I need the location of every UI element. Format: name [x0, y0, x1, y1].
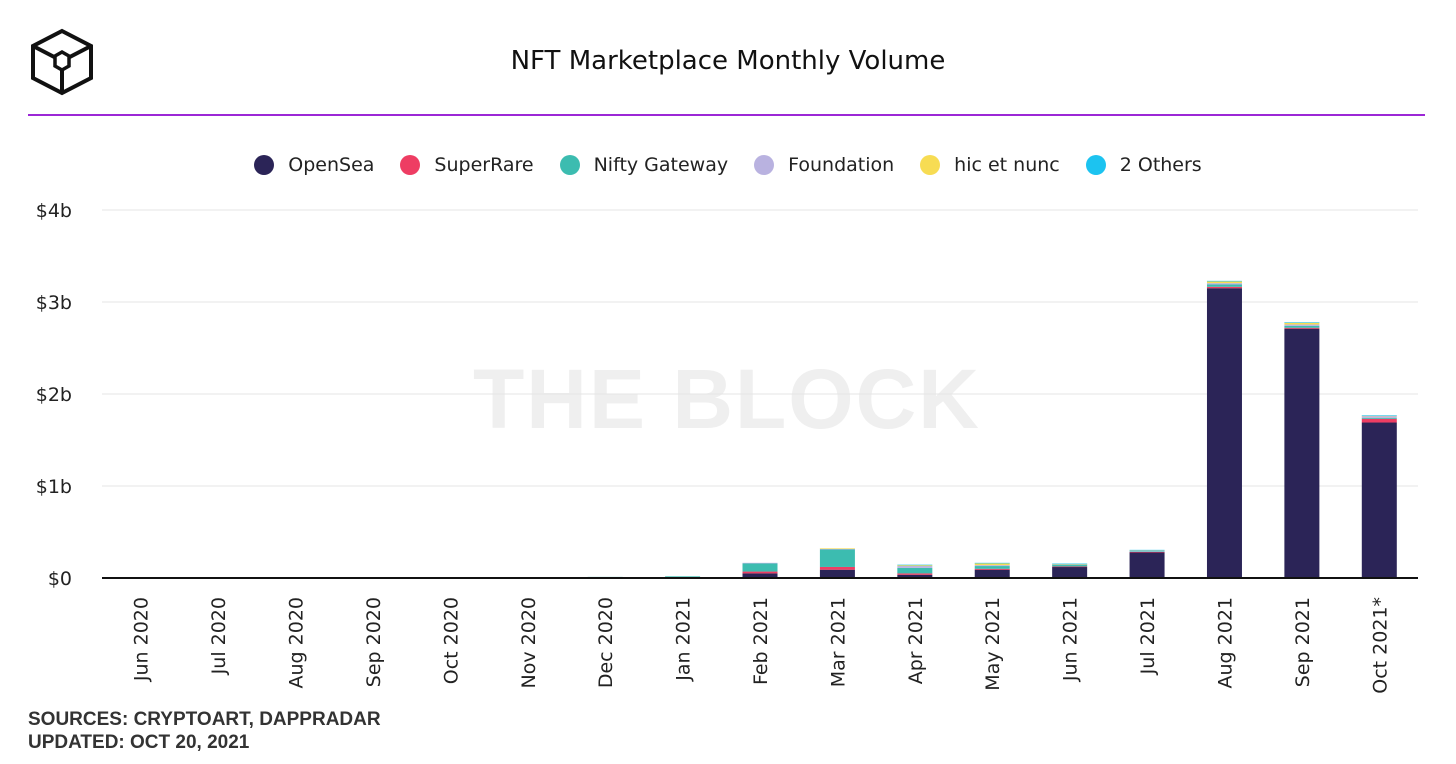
legend-item-nifty-gateway[interactable]: Nifty Gateway: [559, 154, 729, 176]
bar-segment-nifty-gateway[interactable]: [1129, 551, 1165, 552]
bar-segment-foundation[interactable]: [819, 548, 855, 550]
bar-segment-2-others[interactable]: [1206, 280, 1242, 282]
legend-item-hic-et-nunc[interactable]: hic et nunc: [920, 154, 1060, 176]
bar-segment-nifty-gateway[interactable]: [742, 563, 778, 572]
bar-segment-superrare[interactable]: [1361, 418, 1397, 423]
bar-segment-foundation[interactable]: [1284, 324, 1320, 326]
bar-segment-2-others[interactable]: [1129, 549, 1165, 551]
legend-label: SuperRare: [434, 154, 534, 176]
bar-segment-nifty-gateway[interactable]: [974, 566, 1010, 569]
x-tick-label: Apr 2021: [905, 597, 927, 684]
x-tick-label: Jun 2020: [131, 597, 153, 682]
bar-segment-foundation[interactable]: [1361, 416, 1397, 418]
bar-segment-hic-et-nunc[interactable]: [1284, 322, 1320, 325]
bar-segment-superrare[interactable]: [1206, 286, 1242, 289]
watermark: THE BLOCK: [473, 352, 981, 446]
legend-label: hic et nunc: [954, 154, 1060, 176]
legend-label: Foundation: [788, 154, 895, 176]
bar-segment-opensea[interactable]: [974, 569, 1010, 578]
bar-segment-superrare[interactable]: [1284, 327, 1320, 329]
y-tick-label: $2b: [36, 384, 72, 406]
x-tick-label: Jun 2021: [1060, 597, 1082, 682]
bar-segment-opensea[interactable]: [1206, 288, 1242, 578]
bar-segment-nifty-gateway[interactable]: [665, 576, 701, 578]
bar-segment-superrare[interactable]: [1129, 551, 1165, 553]
bar-segment-foundation[interactable]: [742, 562, 778, 564]
bar-segment-superrare[interactable]: [974, 568, 1010, 570]
bar-segment-hic-et-nunc[interactable]: [1052, 563, 1088, 565]
legend-label: 2 Others: [1119, 154, 1202, 176]
legend-item-2-others[interactable]: 2 Others: [1085, 154, 1202, 176]
bar-segment-hic-et-nunc[interactable]: [819, 548, 855, 549]
legend-swatch: [254, 155, 275, 175]
bar-segment-opensea[interactable]: [1129, 552, 1165, 578]
legend-swatch: [1085, 155, 1106, 175]
legend-swatch: [400, 155, 421, 175]
bar-segment-2-others[interactable]: [1052, 563, 1088, 565]
x-tick-label: Oct 2021*: [1369, 597, 1391, 694]
x-tick-label: Oct 2020: [440, 597, 462, 684]
bar-segment-opensea[interactable]: [1052, 566, 1088, 578]
bar-segment-opensea[interactable]: [1284, 328, 1320, 578]
bar-segment-hic-et-nunc[interactable]: [1206, 281, 1242, 284]
bar-segment-opensea[interactable]: [1361, 422, 1397, 578]
bar-segment-hic-et-nunc[interactable]: [974, 563, 1010, 566]
bar-segment-nifty-gateway[interactable]: [819, 549, 855, 567]
sources-note: SOURCES: CRYPTOART, DAPPRADAR: [28, 709, 381, 730]
bar-segment-opensea[interactable]: [742, 573, 778, 578]
x-tick-label: Mar 2021: [827, 597, 849, 687]
x-tick-label: Jul 2020: [208, 597, 230, 675]
bar-segment-foundation[interactable]: [897, 566, 933, 568]
x-tick-label: Aug 2021: [1214, 597, 1236, 689]
bar-segment-opensea[interactable]: [897, 574, 933, 578]
the-block-cube-icon: [31, 28, 93, 96]
legend-swatch: [559, 155, 580, 175]
legend-item-opensea[interactable]: OpenSea: [254, 154, 374, 176]
bar-segment-2-others[interactable]: [1284, 322, 1320, 323]
legend-label: OpenSea: [288, 154, 375, 176]
x-tick-label: Jan 2021: [673, 597, 695, 682]
bar-segment-2-others[interactable]: [897, 564, 933, 566]
title-divider: [28, 114, 1425, 116]
y-tick-label: $4b: [36, 200, 72, 222]
footer: SOURCES: CRYPTOART, DAPPRADAR UPDATED: O…: [28, 708, 381, 754]
bar-segment-foundation[interactable]: [1129, 550, 1165, 552]
bar-segment-foundation[interactable]: [1206, 283, 1242, 285]
x-tick-label: Dec 2020: [595, 597, 617, 688]
bar-segment-superrare[interactable]: [1052, 566, 1088, 568]
bar-segment-nifty-gateway[interactable]: [1052, 564, 1088, 567]
x-tick-label: May 2021: [982, 597, 1004, 691]
bar-segment-foundation[interactable]: [974, 565, 1010, 567]
y-tick-label: $1b: [36, 476, 72, 498]
x-tick-label: Sep 2020: [363, 597, 385, 687]
y-tick-label: $0: [48, 568, 72, 590]
x-tick-label: Jul 2021: [1137, 597, 1159, 675]
x-tick-label: Sep 2021: [1292, 597, 1314, 687]
chart-area: THE BLOCK $0 $1b $2b $3b $4b Jun 2020 Jul 202…: [36, 200, 1418, 694]
legend-swatch: [920, 155, 941, 175]
bar-segment-2-others[interactable]: [1361, 415, 1397, 416]
bar-segment-hic-et-nunc[interactable]: [897, 565, 933, 567]
legend-swatch: [754, 155, 775, 175]
bar-segment-superrare[interactable]: [742, 571, 778, 574]
bar-segment-opensea[interactable]: [819, 569, 855, 578]
x-tick-label: Feb 2021: [750, 597, 772, 685]
y-tick-label: $3b: [36, 292, 72, 314]
legend: OpenSea SuperRare Nifty Gateway Foundation h…: [0, 154, 1456, 176]
bar-segment-superrare[interactable]: [897, 573, 933, 575]
legend-item-foundation[interactable]: Foundation: [754, 154, 894, 176]
bar-segment-nifty-gateway[interactable]: [1206, 284, 1242, 287]
x-tick-label: Aug 2020: [286, 597, 308, 689]
chart-title: NFT Marketplace Monthly Volume: [510, 46, 946, 76]
x-tick-label: Nov 2020: [518, 597, 540, 688]
bar-segment-2-others[interactable]: [974, 562, 1010, 564]
bar-segment-nifty-gateway[interactable]: [1361, 417, 1397, 419]
legend-item-superrare[interactable]: SuperRare: [400, 154, 534, 176]
bar-segment-superrare[interactable]: [819, 566, 855, 570]
legend-label: Nifty Gateway: [593, 154, 729, 176]
updated-note: UPDATED: OCT 20, 2021: [28, 732, 250, 753]
bar-segment-nifty-gateway[interactable]: [897, 567, 933, 574]
bar-segment-nifty-gateway[interactable]: [1284, 325, 1320, 328]
